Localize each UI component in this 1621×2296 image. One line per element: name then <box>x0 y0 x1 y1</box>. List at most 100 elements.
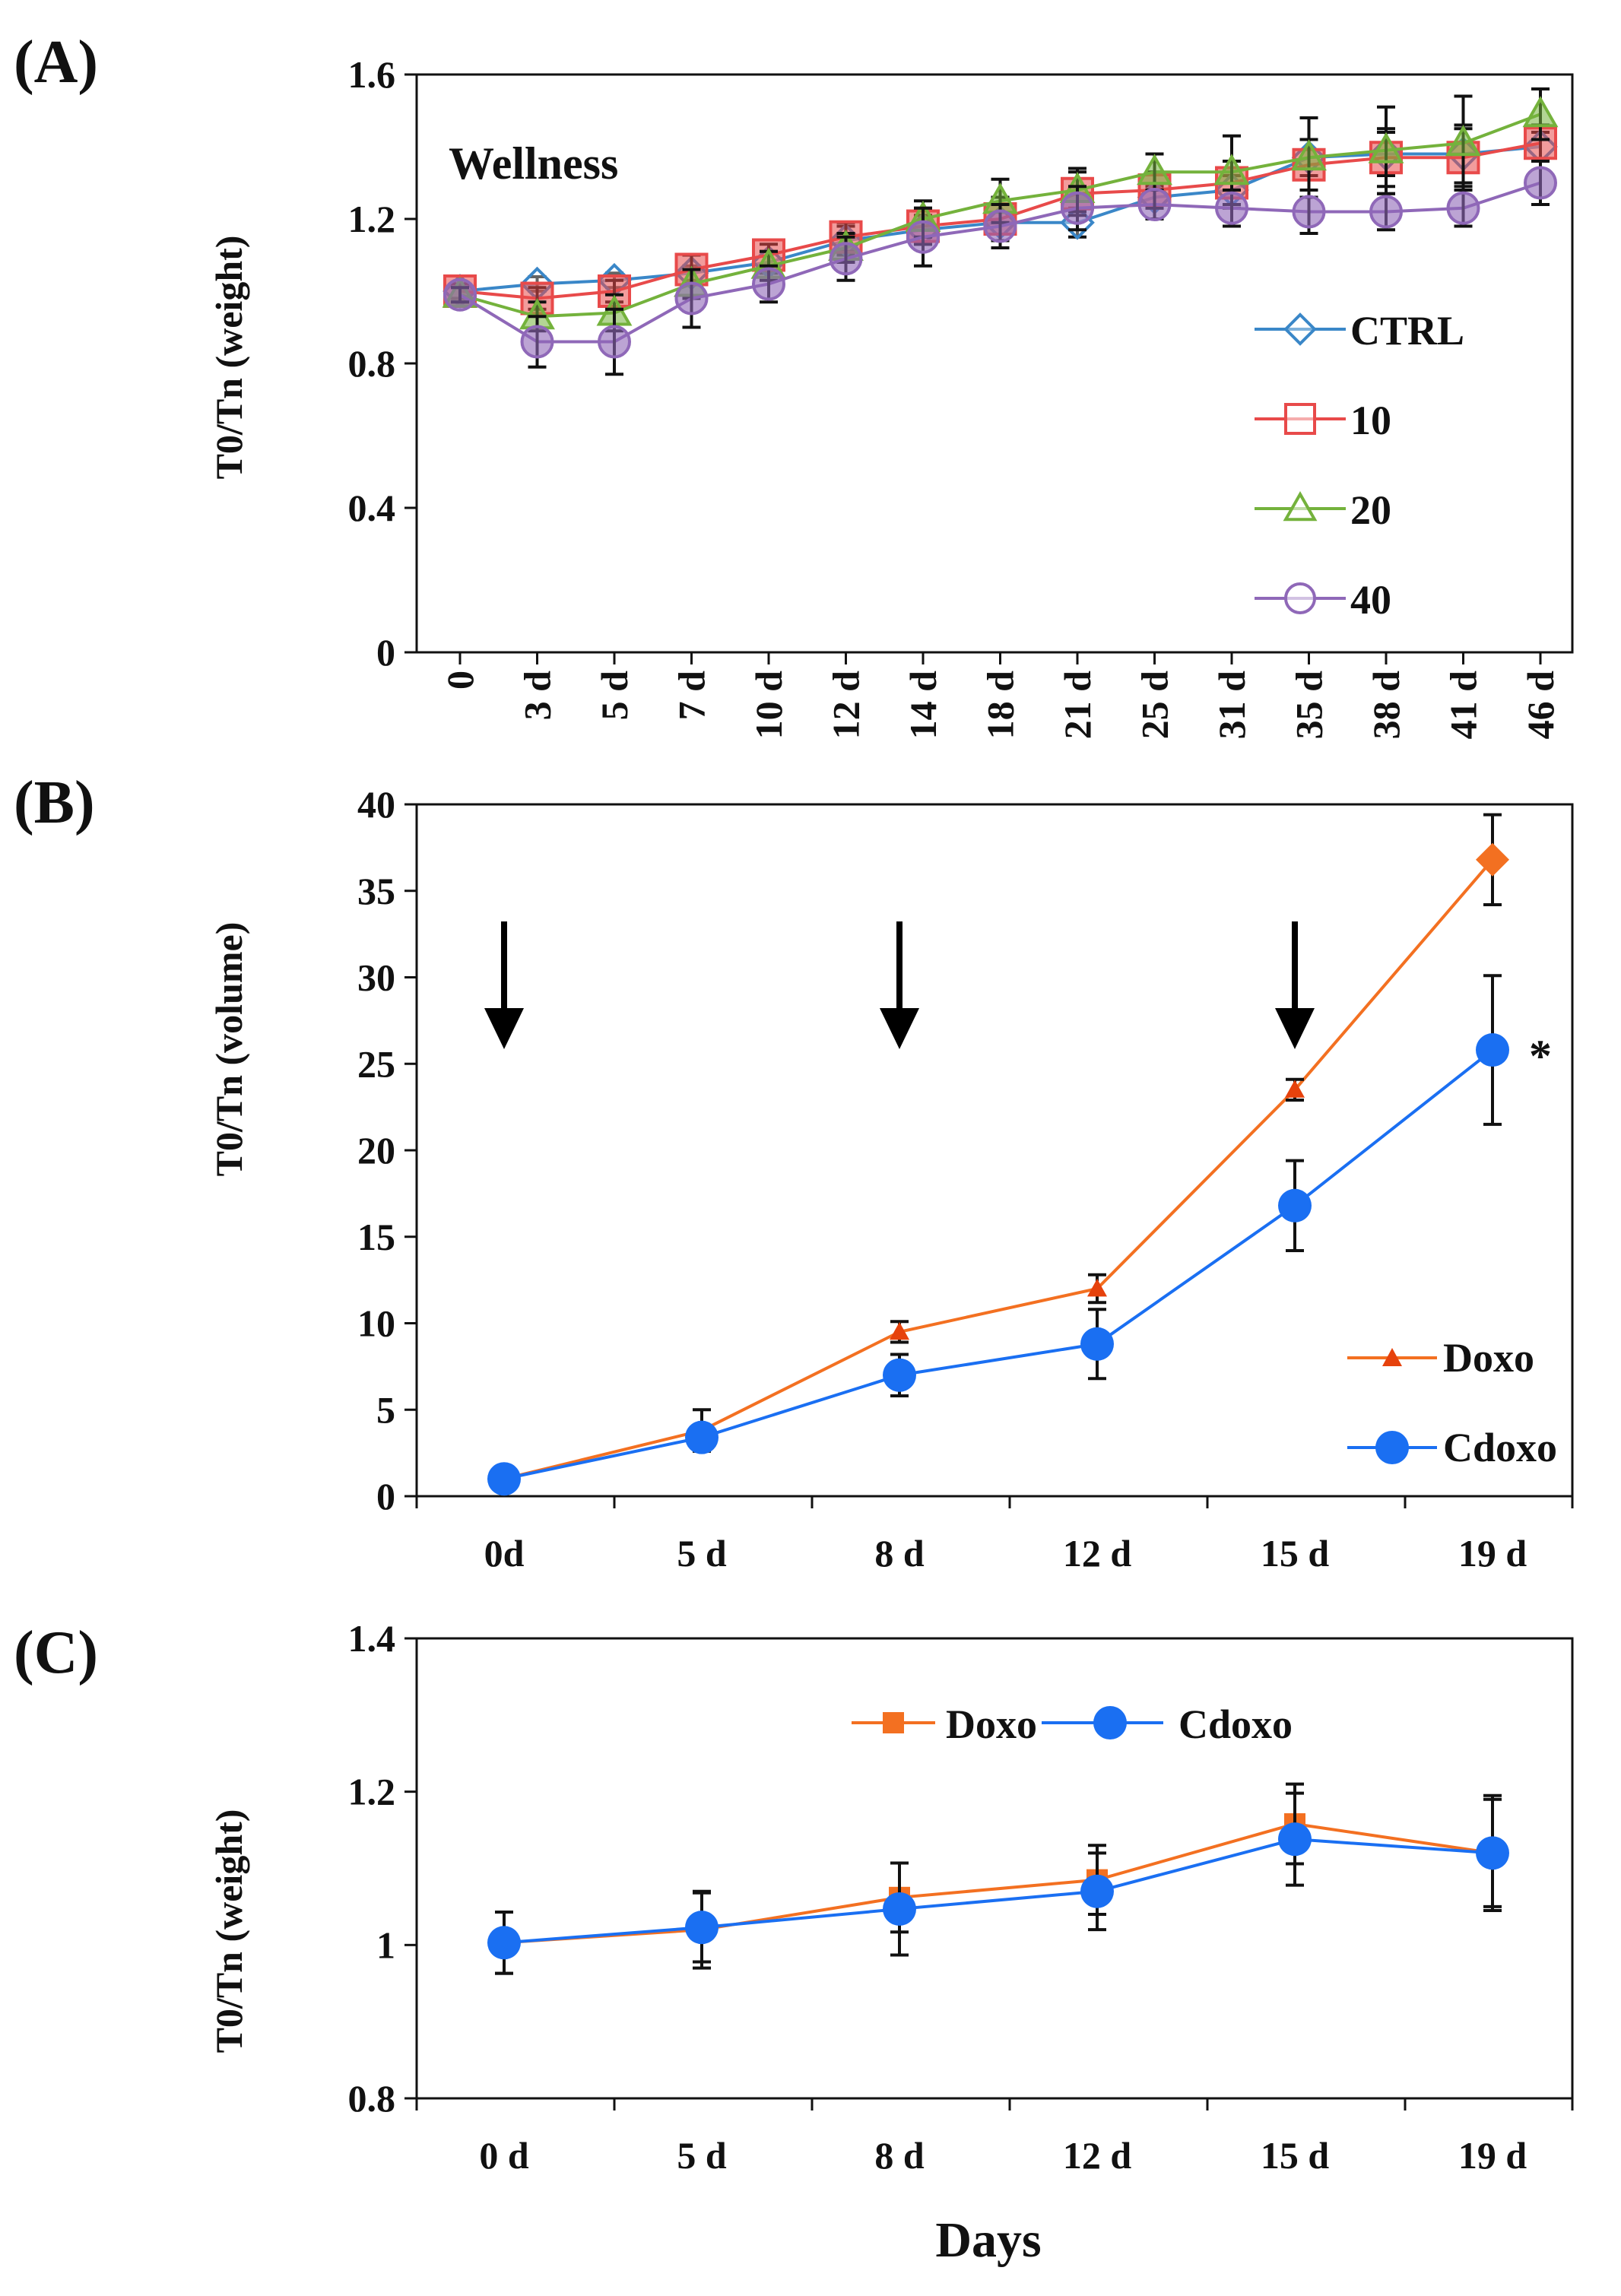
x-tick-label: 0 <box>439 671 481 690</box>
x-tick-label: 12 d <box>1063 1532 1132 1575</box>
series-line-Cdoxo <box>503 1838 1493 1945</box>
legend-marker-Doxo <box>883 1712 904 1733</box>
panel-b-label: (B) <box>14 769 95 836</box>
panel-b-y-axis-label: T0/Tn (volume) <box>208 922 250 1177</box>
x-tick-label: 5 d <box>677 1532 727 1575</box>
y-tick-label: 15 <box>357 1216 395 1258</box>
plot-frame <box>415 803 1574 1498</box>
data-point-Cdoxo <box>883 1358 916 1392</box>
panel-a-label: (A) <box>14 29 98 96</box>
data-point-40 <box>598 325 631 359</box>
panel-c-y-axis-label: T0/Tn (weight) <box>208 1809 250 2053</box>
y-tick-label: 1 <box>376 1923 395 1966</box>
panel-a: (A) Wellness T0/Tn (weight) 0 0.4 0.8 1.2 1.… <box>14 29 1574 740</box>
data-point-20 <box>1522 96 1559 128</box>
legend-marker-Doxo <box>1382 1348 1402 1366</box>
y-tick-label: 1.2 <box>348 1771 396 1813</box>
x-tick-label: 8 d <box>874 2134 925 2177</box>
x-tick-label: 19 d <box>1458 2134 1527 2177</box>
x-tick-label: 8 d <box>874 1532 925 1575</box>
data-point-40 <box>1524 166 1557 200</box>
y-tick-label: 20 <box>357 1129 395 1172</box>
data-point-40 <box>1137 188 1172 221</box>
data-point-40 <box>1292 195 1326 229</box>
plot-frame <box>415 1637 1574 2100</box>
data-point-40 <box>1369 195 1403 229</box>
y-tick-label: 0.8 <box>348 342 396 385</box>
y-tick-label: 0.4 <box>348 487 396 529</box>
legend-label-CTRL: CTRL <box>1350 308 1464 354</box>
treatment-arrow-head <box>1275 1008 1315 1049</box>
legend-marker-CTRL <box>1283 312 1317 346</box>
data-point-40 <box>520 325 554 359</box>
x-tick-label: 15 d <box>1261 2134 1330 2177</box>
x-tick-label: 12 d <box>825 671 868 740</box>
data-point-20 <box>1445 125 1481 157</box>
legend-label-Doxo: Doxo <box>946 1701 1037 1747</box>
data-point-Cdoxo <box>685 1911 719 1945</box>
x-tick-label: 0d <box>484 1532 525 1575</box>
legend-label-10: 10 <box>1350 398 1391 443</box>
y-tick-label: 40 <box>357 783 395 826</box>
x-tick-label: 38 d <box>1365 671 1407 740</box>
series-line-Doxo <box>503 1822 1493 1945</box>
x-tick-label: 0 d <box>479 2134 529 2177</box>
y-tick-label: 10 <box>357 1302 395 1345</box>
data-point-20 <box>1137 154 1172 186</box>
series-line-Cdoxo <box>503 1048 1494 1481</box>
panel-c-x-axis-title: Days <box>935 2212 1041 2268</box>
data-point-Doxo <box>1285 1080 1305 1098</box>
y-tick-label: 30 <box>357 956 395 999</box>
data-point-Doxo <box>1476 842 1509 877</box>
x-tick-label: 46 d <box>1519 671 1562 740</box>
legend-label-Cdoxo: Cdoxo <box>1443 1425 1557 1470</box>
data-point-20 <box>1213 154 1250 186</box>
legend-marker-Cdoxo <box>1093 1706 1127 1739</box>
data-point-40 <box>1061 191 1094 225</box>
y-tick-label: 5 <box>376 1388 395 1431</box>
legend-label-Cdoxo: Cdoxo <box>1178 1701 1293 1747</box>
data-point-Doxo <box>890 1321 909 1340</box>
x-tick-label: 15 d <box>1261 1532 1330 1575</box>
data-point-Cdoxo <box>1080 1874 1114 1908</box>
panel-a-inner-title: Wellness <box>449 138 618 189</box>
legend-label-20: 20 <box>1350 487 1391 533</box>
data-point-Cdoxo <box>1278 1188 1312 1223</box>
data-point-Cdoxo <box>487 1926 521 1960</box>
x-tick-label: 10 d <box>747 671 790 740</box>
data-point-Cdoxo <box>1080 1327 1114 1361</box>
data-point-40 <box>1446 191 1480 225</box>
x-tick-label: 41 d <box>1442 671 1485 740</box>
y-tick-label: 25 <box>357 1042 395 1085</box>
x-tick-label: 21 d <box>1056 671 1099 740</box>
legend-marker-10 <box>1284 403 1316 435</box>
data-point-40 <box>443 277 477 312</box>
data-point-Cdoxo <box>883 1892 916 1926</box>
panel-c: (C) T0/Tn (weight) Days 0.8 1 1.2 1.4 0 d 5 d… <box>14 1617 1574 2268</box>
data-point-40 <box>906 220 940 254</box>
legend-marker-Cdoxo <box>1375 1431 1409 1464</box>
data-point-40 <box>1215 191 1248 225</box>
panel-b: (B) T0/Tn (volume) 0 5 10 15 20 25 30 35 40 0d 5 d… <box>14 769 1574 1575</box>
x-tick-label: 18 d <box>979 671 1022 740</box>
legend-label-Doxo: Doxo <box>1443 1335 1534 1381</box>
x-tick-label: 35 d <box>1288 671 1331 740</box>
data-point-40 <box>983 209 1017 243</box>
data-point-20 <box>1368 132 1404 163</box>
legend-marker-20 <box>1283 490 1318 522</box>
data-point-40 <box>752 267 785 301</box>
data-point-Doxo <box>1087 1279 1107 1297</box>
data-point-40 <box>829 242 863 276</box>
x-tick-label: 19 d <box>1458 1532 1527 1575</box>
panel-c-label: (C) <box>14 1619 98 1686</box>
x-tick-label: 25 d <box>1134 671 1176 740</box>
legend-marker-40 <box>1284 582 1316 614</box>
data-point-Cdoxo <box>1476 1836 1509 1870</box>
y-tick-label: 1.6 <box>348 53 396 96</box>
y-tick-label: 0 <box>376 1475 395 1517</box>
y-tick-label: 1.4 <box>348 1617 396 1660</box>
data-point-40 <box>674 281 709 316</box>
treatment-arrow-head <box>880 1008 919 1049</box>
x-tick-label: 14 d <box>902 671 944 740</box>
